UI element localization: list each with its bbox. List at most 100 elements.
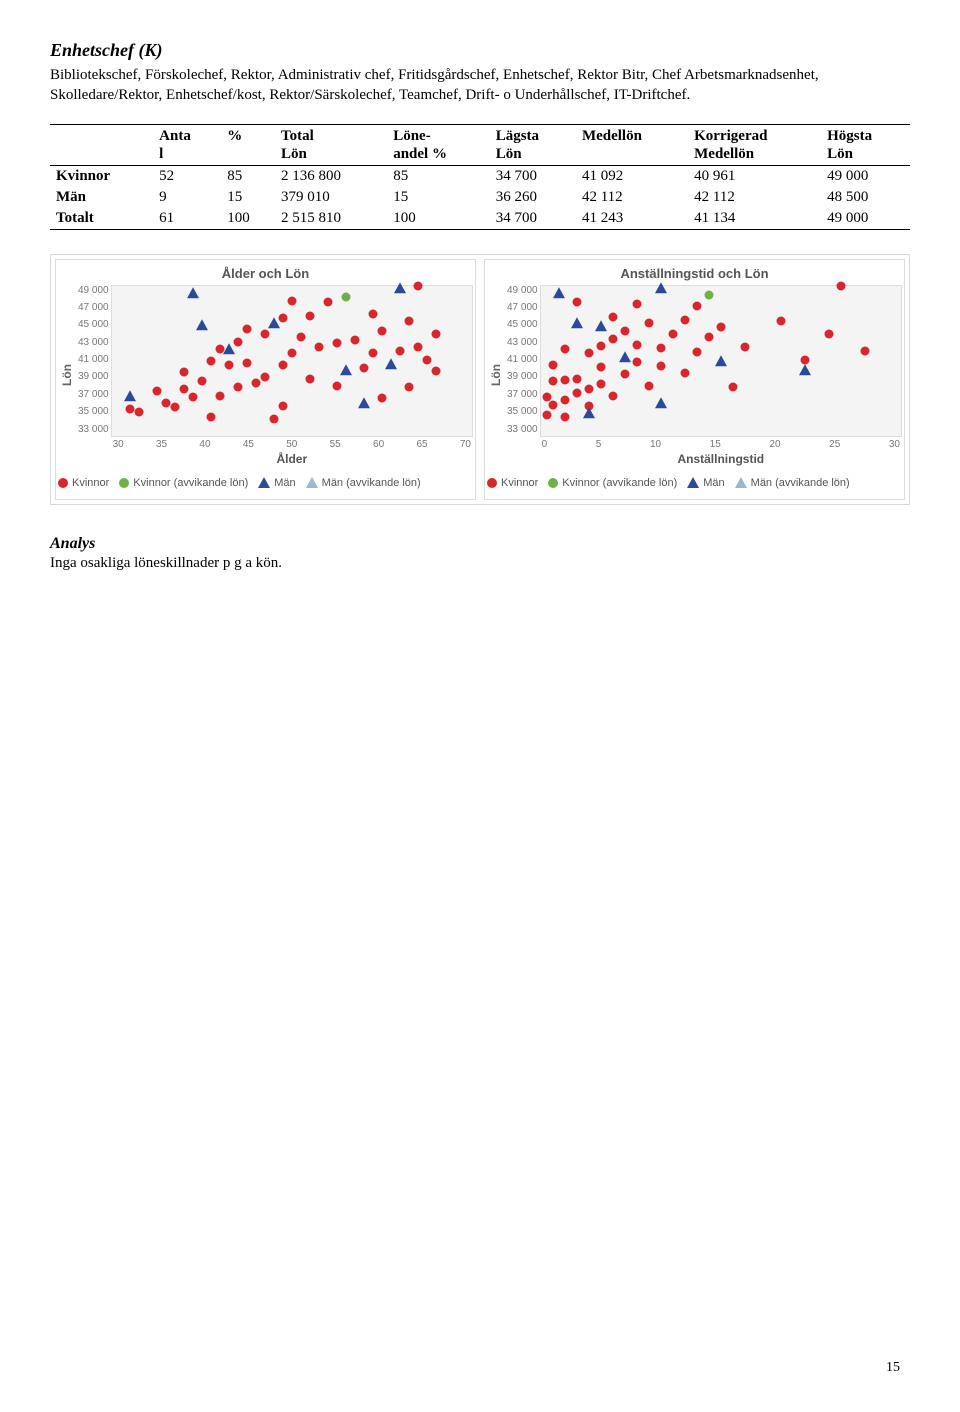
table-cell: 9 [153, 187, 221, 208]
data-point [799, 364, 811, 375]
data-point [548, 377, 557, 386]
data-point [655, 397, 667, 408]
data-point [377, 394, 386, 403]
legend-item: Kvinnor (avvikande lön) [548, 474, 677, 494]
legend-marker-icon [548, 478, 558, 488]
data-point [332, 338, 341, 347]
chart-legend: KvinnorKvinnor (avvikande lön)MänMän (av… [487, 474, 902, 494]
data-point [632, 300, 641, 309]
data-point [620, 369, 629, 378]
data-point [359, 364, 368, 373]
data-point [716, 322, 725, 331]
table-cell: 52 [153, 165, 221, 187]
data-point [560, 412, 569, 421]
data-point [278, 401, 287, 410]
data-point [644, 319, 653, 328]
table-cell: 15 [387, 187, 490, 208]
table-cell: 379 010 [275, 187, 387, 208]
data-point [692, 302, 701, 311]
data-point [656, 344, 665, 353]
table-cell: 2 136 800 [275, 165, 387, 187]
table-header: HögstaLön [821, 124, 910, 165]
data-point [314, 343, 323, 352]
data-point [305, 312, 314, 321]
data-point [413, 343, 422, 352]
x-axis-label: Ålder [111, 452, 473, 466]
table-cell: 40 961 [688, 165, 821, 187]
legend-marker-icon [487, 478, 497, 488]
table-cell: 34 700 [490, 165, 576, 187]
table-cell: 61 [153, 208, 221, 230]
legend-marker-icon [119, 478, 129, 488]
table-header: Löne-andel % [387, 124, 490, 165]
table-row: Kvinnor52852 136 8008534 70041 09240 961… [50, 165, 910, 187]
data-point [358, 397, 370, 408]
data-point [260, 373, 269, 382]
table-header: Medellön [576, 124, 688, 165]
data-point [161, 398, 170, 407]
legend-marker-icon [58, 478, 68, 488]
data-point [340, 364, 352, 375]
table-cell: Totalt [50, 208, 153, 230]
data-point [644, 381, 653, 390]
data-point [553, 287, 565, 298]
legend-marker-icon [735, 477, 747, 488]
data-point [223, 343, 235, 354]
data-point [152, 386, 161, 395]
table-cell: 15 [221, 187, 275, 208]
data-point [572, 375, 581, 384]
data-point [800, 355, 809, 364]
data-point [704, 290, 713, 299]
table-cell: 41 092 [576, 165, 688, 187]
data-point [170, 403, 179, 412]
data-point [323, 298, 332, 307]
data-point [368, 349, 377, 358]
data-point [572, 298, 581, 307]
data-point [179, 367, 188, 376]
data-point [196, 319, 208, 330]
table-cell: 48 500 [821, 187, 910, 208]
chart-legend: KvinnorKvinnor (avvikande lön)MänMän (av… [58, 474, 473, 494]
data-point [608, 313, 617, 322]
data-point [206, 412, 215, 421]
data-point [584, 349, 593, 358]
data-point [608, 392, 617, 401]
data-point [584, 384, 593, 393]
table-cell: 100 [221, 208, 275, 230]
data-point [187, 287, 199, 298]
chart-title: Ålder och Lön [58, 266, 473, 281]
x-ticks: 051015202530 [540, 437, 902, 450]
data-point [715, 356, 727, 367]
data-point [287, 349, 296, 358]
legend-item: Män [687, 474, 724, 494]
data-point [124, 390, 136, 401]
table-cell: 100 [387, 208, 490, 230]
data-point [341, 292, 350, 301]
scatter-plot [540, 285, 902, 437]
chart-age-salary: Ålder och Lön Lön 49 00047 00045 00043 0… [55, 259, 476, 501]
data-point [596, 379, 605, 388]
data-point [704, 333, 713, 342]
table-cell: 41 243 [576, 208, 688, 230]
data-point [560, 395, 569, 404]
data-point [215, 392, 224, 401]
data-point [860, 347, 869, 356]
data-point [548, 400, 557, 409]
table-cell: 41 134 [688, 208, 821, 230]
data-point [224, 361, 233, 370]
table-row: Män915379 0101536 26042 11242 11248 500 [50, 187, 910, 208]
x-axis-label: Anställningstid [540, 452, 902, 466]
chart-tenure-salary: Anställningstid och Lön Lön 49 00047 000… [484, 259, 905, 501]
data-point [395, 347, 404, 356]
table-header: Antal [153, 124, 221, 165]
legend-item: Kvinnor (avvikande lön) [119, 474, 248, 494]
data-point [548, 361, 557, 370]
data-point [572, 389, 581, 398]
data-point [377, 327, 386, 336]
data-point [619, 351, 631, 362]
table-cell: 85 [221, 165, 275, 187]
data-point [206, 356, 215, 365]
data-point [404, 317, 413, 326]
charts-container: Ålder och Lön Lön 49 00047 00045 00043 0… [50, 254, 910, 506]
data-point [620, 326, 629, 335]
